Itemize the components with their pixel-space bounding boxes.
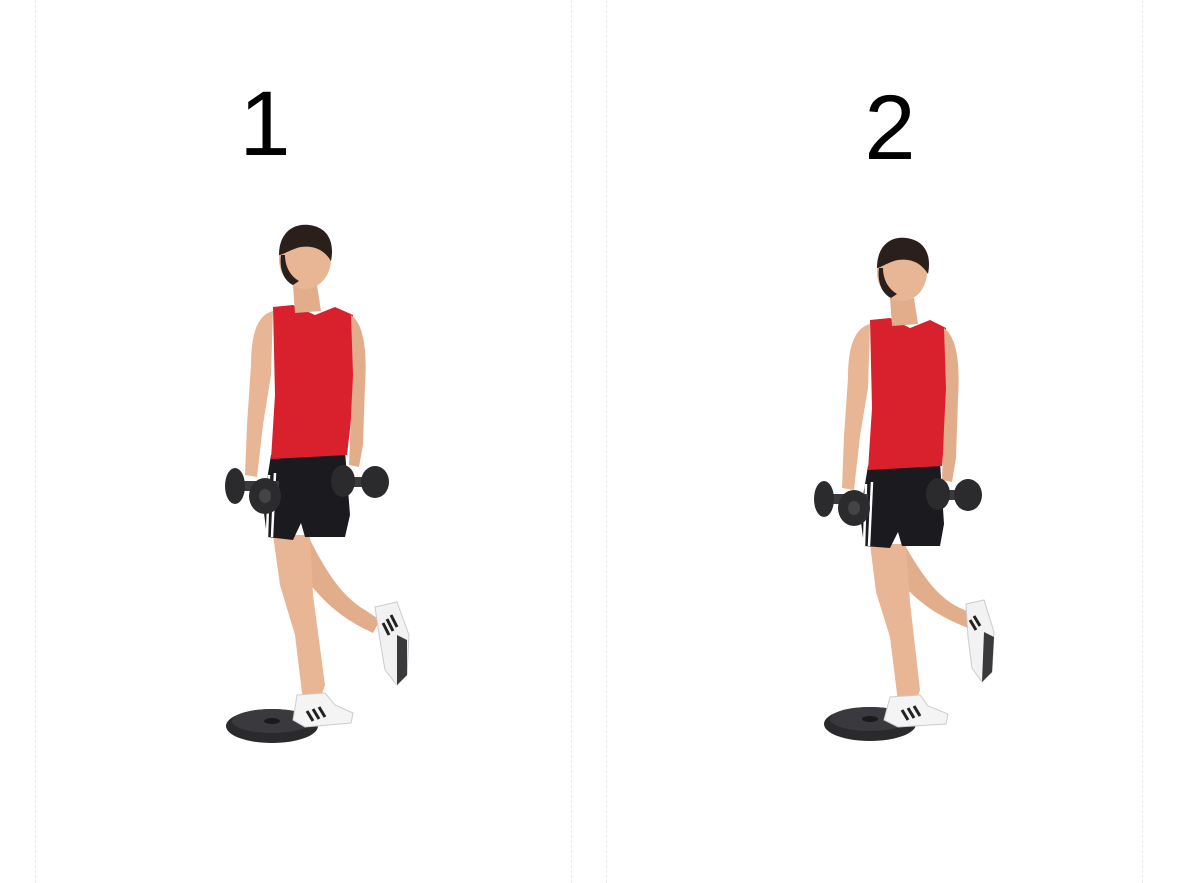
shorts bbox=[860, 462, 944, 548]
right-arm bbox=[349, 315, 366, 467]
left-dumbbell bbox=[225, 468, 281, 514]
step-1-panel: 1 bbox=[35, 0, 571, 883]
step-2-number: 2 bbox=[864, 77, 916, 179]
step-1-exercise-figure bbox=[225, 224, 410, 743]
right-arm bbox=[942, 328, 959, 482]
left-arm bbox=[842, 324, 870, 490]
step-2-panel: 2 bbox=[606, 0, 1142, 883]
column-guide bbox=[606, 0, 607, 883]
standing-leg bbox=[870, 544, 920, 702]
column-guide bbox=[35, 0, 36, 883]
raised-leg bbox=[303, 530, 380, 633]
standing-shoe bbox=[292, 692, 354, 728]
column-guide bbox=[1142, 0, 1143, 883]
raised-leg bbox=[900, 542, 973, 628]
column-guide bbox=[571, 0, 572, 883]
tank-top bbox=[868, 318, 948, 470]
right-dumbbell bbox=[331, 465, 389, 498]
hair bbox=[279, 224, 333, 261]
shorts bbox=[263, 451, 350, 540]
hair bbox=[877, 237, 930, 274]
standing-leg bbox=[273, 535, 325, 701]
step-2-exercise-figure bbox=[814, 237, 995, 741]
tank-top bbox=[271, 305, 355, 459]
right-dumbbell bbox=[926, 478, 982, 511]
left-arm bbox=[245, 311, 273, 477]
left-dumbbell bbox=[814, 481, 870, 526]
step-1-number: 1 bbox=[239, 73, 291, 175]
